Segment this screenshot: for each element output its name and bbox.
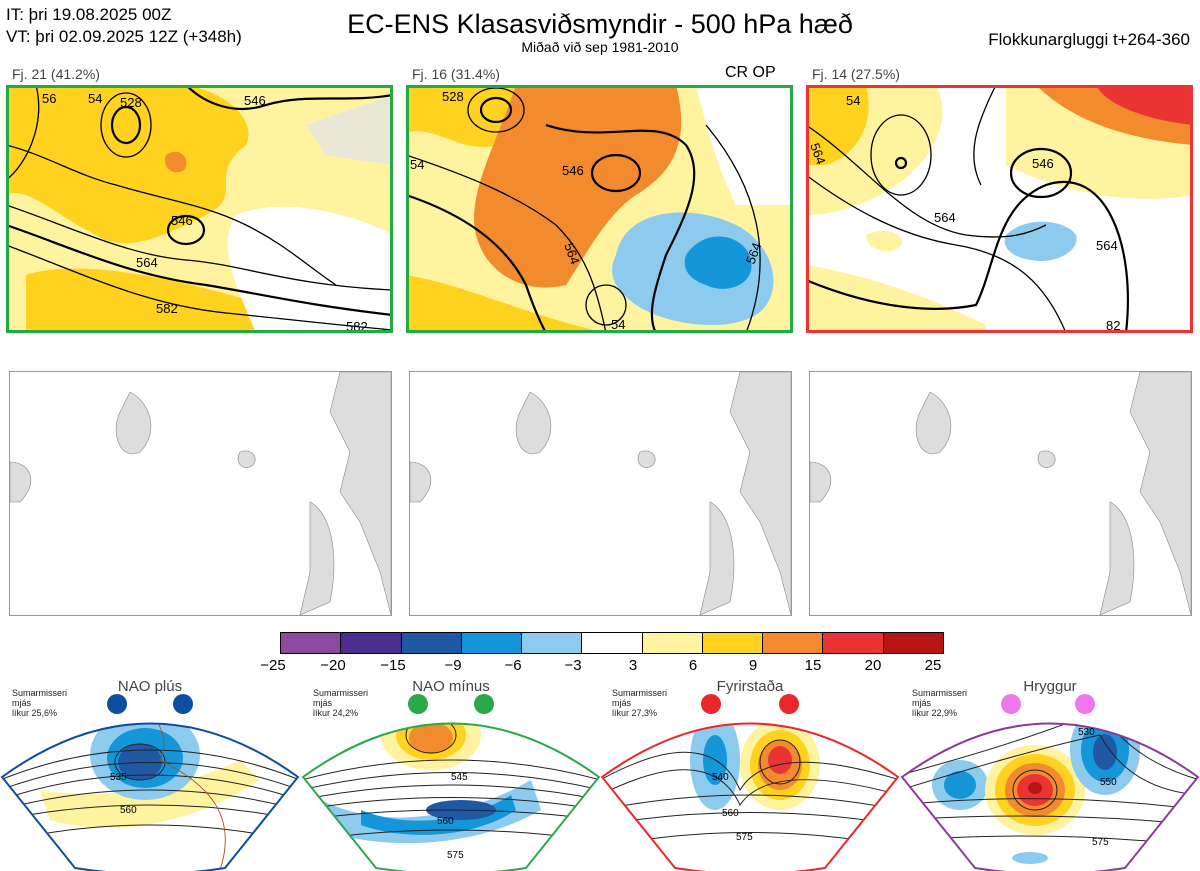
- contour-label: 82: [1106, 318, 1120, 333]
- colorbar-tick: −25: [260, 657, 286, 674]
- contour-label: 564: [743, 241, 765, 267]
- regime-title: NAO mínus: [412, 678, 490, 695]
- page-title: EC-ENS Klasasviðsmyndir - 500 hPa hæð: [347, 9, 853, 39]
- valid-time: VT: þri 02.09.2025 12Z (+348h): [6, 27, 242, 46]
- cluster-map-3[interactable]: 546 564 564 564 54 82: [806, 85, 1193, 333]
- regime-note: Sumarmisseri mjás líkur 27,3%: [612, 688, 667, 718]
- regime-title: Hryggur: [1023, 678, 1077, 695]
- regime-note-prob: líkur 25,6%: [12, 708, 58, 718]
- colorbar-tick: 9: [748, 657, 758, 674]
- regime-note-period: mjás: [313, 698, 333, 708]
- regime-contour-label: 545: [451, 772, 468, 783]
- colorbar-swatch: [582, 633, 643, 653]
- contour-label: 528: [442, 89, 464, 104]
- colorbar-swatch: [763, 633, 824, 653]
- classification-window: Flokkunargluggi t+264-360: [988, 30, 1190, 49]
- contour-label: 564: [136, 255, 158, 270]
- regime-note-season: Sumarmisseri: [12, 688, 68, 698]
- colorbar-tick: 20: [864, 657, 882, 674]
- colorbar-swatch: [281, 633, 342, 653]
- contour-label: 56: [42, 91, 56, 106]
- colorbar-swatch: [702, 633, 764, 653]
- control-operational-badge: CR OP: [725, 64, 776, 81]
- blank-map-3[interactable]: [809, 371, 1192, 616]
- regime-contour-label: 530: [1078, 727, 1095, 738]
- contour-label: 54: [846, 93, 860, 108]
- page-subtitle: Miðað við sep 1981-2010: [521, 39, 679, 55]
- regime-note-prob: líkur 27,3%: [612, 708, 658, 718]
- colorbar-swatch: [883, 633, 943, 653]
- contour-label: 54: [88, 91, 102, 106]
- contour-label: 546: [244, 93, 266, 108]
- regime-note-period: mjás: [12, 698, 32, 708]
- regime-contour-label: 560: [120, 805, 137, 816]
- contour-label: 546: [562, 163, 584, 178]
- regime-nao-minus[interactable]: 545 560 575 NAO mínus Sumarmisseri mjás …: [301, 678, 601, 871]
- contour-label: 528: [120, 95, 142, 110]
- colorbar-swatch: [461, 633, 523, 653]
- regime-contour-label: 560: [437, 816, 454, 827]
- contour-label: 564: [561, 241, 583, 267]
- colorbar-swatch: [341, 633, 402, 653]
- regime-ridge[interactable]: 530 550 575 Hryggur Sumarmisseri mjás lí…: [900, 678, 1200, 871]
- panel-3-label: Fj. 14 (27.5%): [812, 66, 900, 82]
- colorbar-tick: −3: [564, 657, 582, 674]
- contour-label: 564: [934, 210, 956, 225]
- panel-2-label: Fj. 16 (31.4%): [412, 66, 500, 82]
- regime-contour-label: 575: [447, 850, 464, 861]
- regime-note-season: Sumarmisseri: [313, 688, 369, 698]
- regime-note: Sumarmisseri mjás líkur 22,9%: [912, 688, 967, 718]
- colorbar-tick: 6: [688, 657, 698, 674]
- regime-note-season: Sumarmisseri: [912, 688, 968, 698]
- regime-note: Sumarmisseri mjás líkur 25,6%: [12, 688, 67, 718]
- cluster-map-2[interactable]: 546 564 564 54 54 528: [406, 85, 793, 333]
- regime-note-period: mjás: [612, 698, 632, 708]
- regime-note-period: mjás: [912, 698, 932, 708]
- contour-label: 546: [171, 213, 193, 228]
- contour-label: 582: [156, 301, 178, 316]
- colorbar-swatch: [522, 633, 583, 653]
- contour-label: 582: [346, 319, 368, 333]
- colorbar-tick: 3: [628, 657, 638, 674]
- regime-contour-label: 550: [1100, 777, 1117, 788]
- regime-contour-label: 575: [1092, 837, 1109, 848]
- contour-label: 54: [611, 317, 625, 332]
- colorbar-tick: 25: [924, 657, 942, 674]
- contour-label: 564: [807, 141, 829, 167]
- contour-label: 54: [410, 157, 424, 172]
- colorbar-tick: −15: [380, 657, 406, 674]
- blank-map-2[interactable]: [409, 371, 792, 616]
- regime-note-prob: líkur 22,9%: [912, 708, 958, 718]
- regime-note-prob: líkur 24,2%: [313, 708, 359, 718]
- colorbar-swatch: [401, 633, 462, 653]
- colorbar-tick: −6: [504, 657, 522, 674]
- panel-1-label: Fj. 21 (41.2%): [12, 66, 100, 82]
- colorbar-swatch: [642, 633, 703, 653]
- blank-map-1[interactable]: [9, 371, 392, 616]
- regime-contour-label: 560: [722, 808, 739, 819]
- regime-title: Fyrirstaða: [716, 678, 784, 695]
- regime-contour-label: 540: [712, 772, 729, 783]
- regime-nao-plus[interactable]: 535 560 NAO plús Sumarmisseri mjás líkur…: [0, 678, 300, 871]
- colorbar-tick: 15: [804, 657, 822, 674]
- colorbar-tick: −9: [444, 657, 462, 674]
- run-info: IT: þri 19.08.2025 00Z VT: þri 02.09.202…: [6, 4, 242, 48]
- regime-contour-label: 575: [736, 832, 753, 843]
- regime-blocking[interactable]: 540 560 575 Fyrirstaða Sumarmisseri mjás…: [600, 678, 900, 871]
- contour-label: 564: [1096, 238, 1118, 253]
- regime-note-season: Sumarmisseri: [612, 688, 668, 698]
- colorbar-swatch: [823, 633, 884, 653]
- regime-contour-label: 535: [110, 772, 127, 783]
- cluster-map-1[interactable]: 528 546 546 564 582 56 54 582: [6, 85, 393, 333]
- regime-title: NAO plús: [117, 678, 183, 695]
- regime-note: Sumarmisseri mjás líkur 24,2%: [313, 688, 368, 718]
- contour-label: 546: [1032, 156, 1054, 171]
- colorbar-tick: −20: [320, 657, 346, 674]
- init-time: IT: þri 19.08.2025 00Z: [6, 5, 172, 24]
- colorbar: [280, 632, 944, 654]
